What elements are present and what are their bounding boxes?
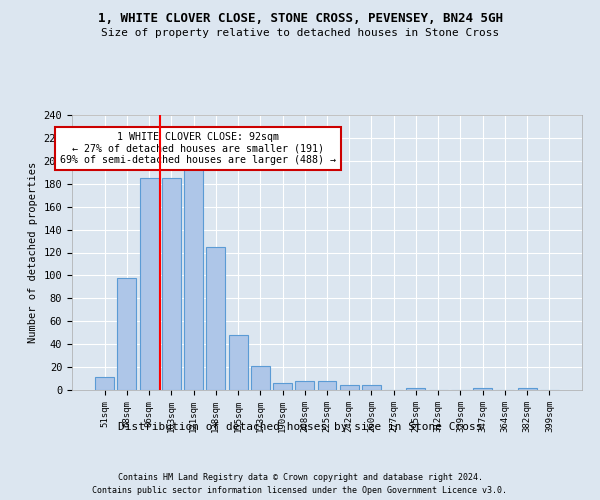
Bar bbox=[317, 381, 337, 390]
Bar bbox=[162, 178, 181, 390]
Bar bbox=[184, 161, 203, 390]
Bar bbox=[473, 388, 492, 390]
Text: Contains public sector information licensed under the Open Government Licence v3: Contains public sector information licen… bbox=[92, 486, 508, 495]
Bar bbox=[140, 178, 158, 390]
Bar bbox=[273, 383, 292, 390]
Bar bbox=[362, 386, 381, 390]
Bar bbox=[518, 388, 536, 390]
Bar bbox=[340, 386, 359, 390]
Text: Size of property relative to detached houses in Stone Cross: Size of property relative to detached ho… bbox=[101, 28, 499, 38]
Text: Distribution of detached houses by size in Stone Cross: Distribution of detached houses by size … bbox=[118, 422, 482, 432]
Bar bbox=[118, 278, 136, 390]
Bar bbox=[295, 381, 314, 390]
Bar bbox=[406, 388, 425, 390]
Bar bbox=[206, 247, 225, 390]
Text: Contains HM Land Registry data © Crown copyright and database right 2024.: Contains HM Land Registry data © Crown c… bbox=[118, 472, 482, 482]
Text: 1 WHITE CLOVER CLOSE: 92sqm
← 27% of detached houses are smaller (191)
69% of se: 1 WHITE CLOVER CLOSE: 92sqm ← 27% of det… bbox=[60, 132, 336, 166]
Bar bbox=[229, 335, 248, 390]
Bar bbox=[95, 378, 114, 390]
Bar bbox=[251, 366, 270, 390]
Text: 1, WHITE CLOVER CLOSE, STONE CROSS, PEVENSEY, BN24 5GH: 1, WHITE CLOVER CLOSE, STONE CROSS, PEVE… bbox=[97, 12, 503, 26]
Y-axis label: Number of detached properties: Number of detached properties bbox=[28, 162, 38, 343]
